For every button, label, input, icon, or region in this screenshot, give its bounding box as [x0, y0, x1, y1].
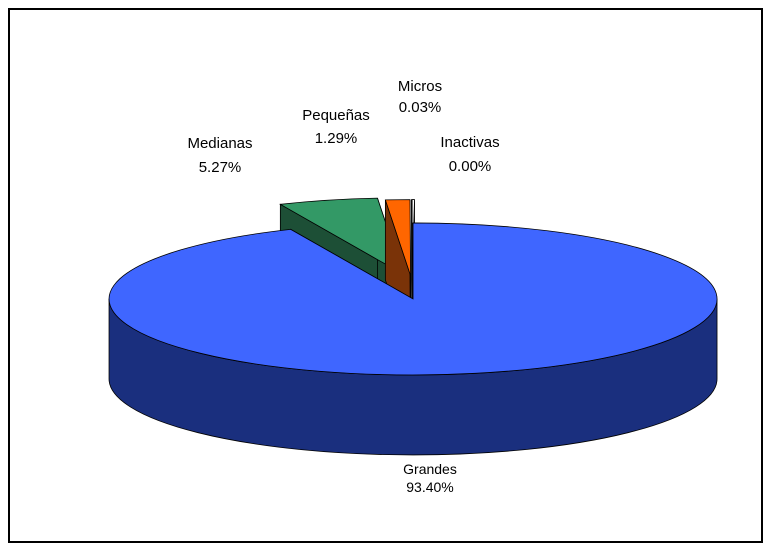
pie-slice-top	[384, 199, 411, 276]
label-micros-name: Micros	[397, 78, 443, 95]
chart-area: Grandes 93.40% Medianas 5.27% Pequeñas 1…	[8, 8, 763, 543]
label-micros-value: 0.03%	[398, 99, 442, 116]
pie-slice-top	[108, 222, 718, 376]
label-pequenas-value: 1.29%	[314, 130, 358, 147]
label-inactivas-name: Inactivas	[440, 134, 500, 151]
label-medianas: Medianas 5.27%	[175, 135, 265, 177]
label-micros: Micros 0.03%	[380, 78, 460, 117]
label-medianas-name: Medianas	[187, 135, 253, 152]
pie-slice-grandes	[108, 222, 718, 456]
pie-chart	[108, 197, 718, 456]
label-pequenas-name: Pequeñas	[302, 107, 370, 124]
label-medianas-value: 5.27%	[198, 159, 242, 176]
label-grandes-name: Grandes	[403, 461, 457, 477]
pie-slice-top	[279, 197, 404, 275]
label-pequenas: Pequeñas 1.29%	[286, 107, 386, 148]
label-grandes: Grandes 93.40%	[390, 460, 470, 496]
label-inactivas-value: 0.00%	[448, 158, 492, 175]
label-inactivas: Inactivas 0.00%	[420, 134, 520, 176]
label-grandes-value: 93.40%	[406, 479, 454, 495]
pie-slice-top	[411, 199, 415, 276]
